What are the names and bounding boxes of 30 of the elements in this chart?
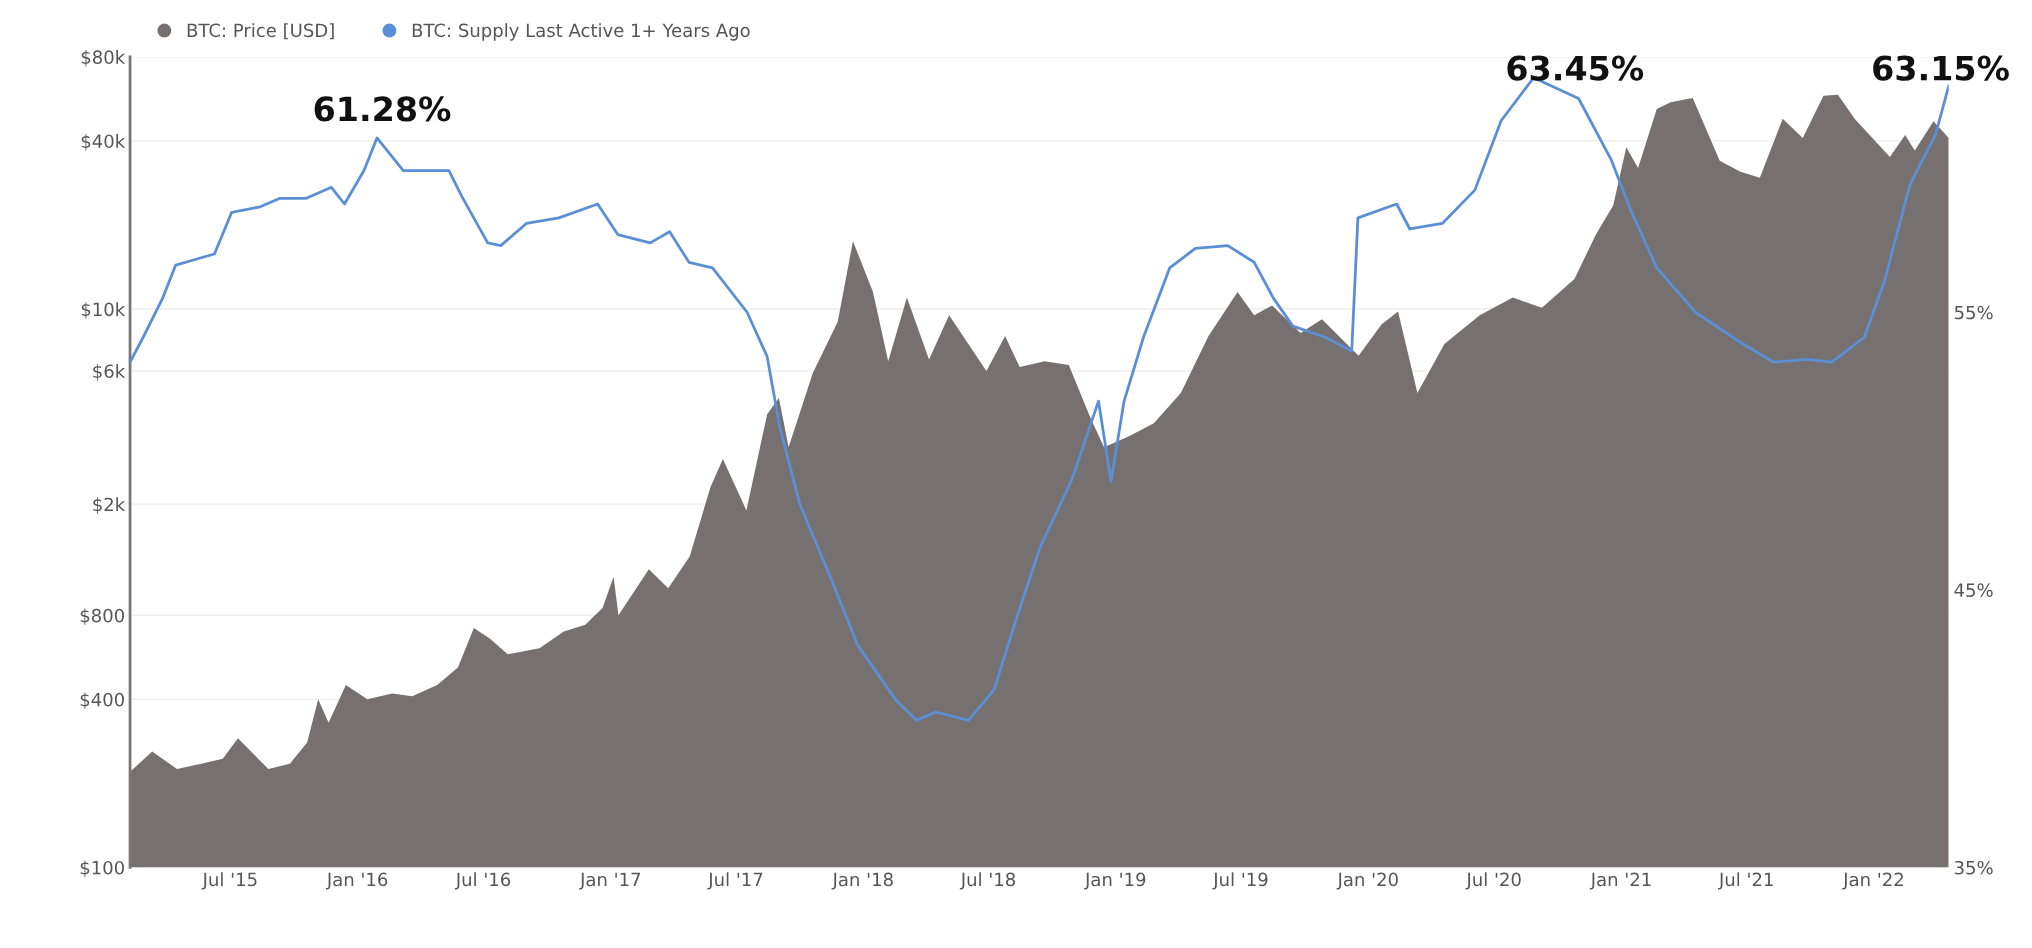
y-tick-label: $400 <box>80 692 124 709</box>
y2-tick-label: 55% <box>1954 305 1993 320</box>
x-tick-label: Jan '19 <box>1084 872 1146 890</box>
y-tick-label: $2k <box>93 497 126 514</box>
y2-tick-label: 45% <box>1954 583 1993 597</box>
legend-label: BTC: Price [USD] <box>187 23 334 40</box>
x-tick-label: Jan '18 <box>831 872 893 890</box>
x-tick-label: Jul '17 <box>707 872 763 890</box>
y2-tick-label: 35% <box>1954 860 1993 875</box>
x-tick-label: Jan '17 <box>579 872 641 890</box>
annotation: 63.45% <box>1507 55 1644 81</box>
y-tick-label: $80k <box>81 50 126 67</box>
x-tick-label: Jul '18 <box>959 872 1016 890</box>
y-tick-label: $100 <box>80 860 124 877</box>
x-tick-label: Jul '21 <box>1718 872 1773 890</box>
x-tick-label: Jan '21 <box>1589 872 1651 890</box>
y-tick-label: $40k <box>81 134 126 151</box>
x-tick-label: Jul '20 <box>1465 872 1521 890</box>
legend-label: BTC: Supply Last Active 1+ Years Ago <box>412 23 750 41</box>
y-tick-label: $10k <box>81 302 126 319</box>
x-tick-label: Jan '20 <box>1336 872 1398 890</box>
y-tick-label: $800 <box>80 608 124 625</box>
x-tick-label: Jan '16 <box>325 872 388 890</box>
annotation: 61.28% <box>314 96 451 122</box>
x-tick-label: Jul '16 <box>454 872 511 890</box>
y-tick-label: $6k <box>93 364 126 381</box>
annotation: 63.15% <box>1873 55 2009 81</box>
x-tick-label: Jul '15 <box>201 872 257 890</box>
x-tick-label: Jul '19 <box>1212 872 1268 890</box>
x-tick-label: Jan '22 <box>1842 872 1903 890</box>
